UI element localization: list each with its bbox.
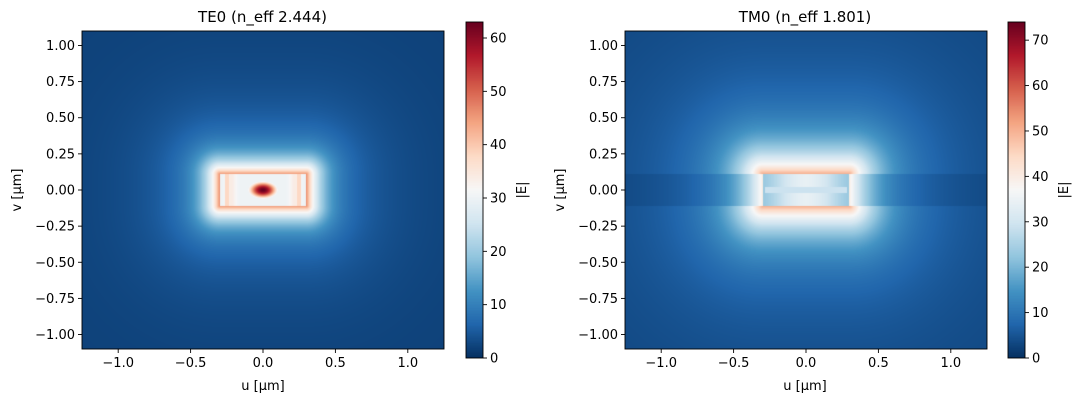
colorbar-tick-label: 0: [490, 352, 498, 367]
colorbar-canvas: [1008, 22, 1025, 358]
colorbar-tick-label: 0: [1032, 352, 1040, 367]
y-tick-label: −0.25: [35, 220, 75, 235]
x-tick-label: −0.5: [175, 356, 207, 371]
colorbar-tick-label: 30: [490, 192, 507, 207]
x-tick-label: −1.0: [102, 356, 134, 371]
colorbar-tick-label: 10: [490, 298, 507, 313]
colorbar-ticks: 0 10 20 30 40 50 60: [483, 32, 507, 367]
colorbar-tick-label: 70: [1032, 34, 1049, 49]
y-tick-label: 0.50: [589, 111, 618, 126]
y-axis-ticks: 1.00 0.75 0.50 0.25 0.00 −0.25 −0.50 −0.75 −1.00: [35, 39, 82, 343]
y-axis-label: v [µm]: [553, 169, 568, 212]
x-tick-label: 1.0: [940, 356, 961, 371]
colorbar-area: [1008, 22, 1025, 358]
panel-title: TE0 (n_eff 2.444): [197, 8, 327, 27]
y-tick-label: 0.75: [589, 75, 618, 90]
y-tick-label: 0.25: [46, 147, 75, 162]
colorbar-tick-label: 40: [1032, 170, 1049, 185]
colorbar-tick-label: 50: [490, 85, 507, 100]
colorbar-tick-label: 60: [1032, 79, 1049, 94]
colorbar-tick-label: 20: [1032, 261, 1049, 276]
colorbar-label: |E|: [515, 182, 530, 199]
x-tick-label: −1.0: [645, 356, 677, 371]
colorbar-area: [466, 22, 483, 358]
colorbar-tick-label: 40: [490, 138, 507, 153]
y-tick-label: −0.75: [578, 292, 618, 307]
y-tick-label: −1.00: [35, 328, 75, 343]
y-tick-label: −0.25: [578, 220, 618, 235]
heatmap-area: [82, 31, 444, 349]
colorbar-tick-label: 60: [490, 32, 507, 47]
y-tick-label: 0.50: [46, 111, 75, 126]
colorbar-frame: [1007, 21, 1026, 359]
y-tick-label: 0.25: [589, 147, 618, 162]
heatmap-canvas: [82, 31, 444, 349]
x-tick-label: 0.5: [868, 356, 889, 371]
y-axis-label: v [µm]: [10, 169, 25, 212]
x-axis-label: u [µm]: [241, 379, 284, 394]
y-axis-ticks: 1.00 0.75 0.50 0.25 0.00 −0.25 −0.50 −0.75 −1.00: [578, 39, 625, 343]
x-tick-label: 0.5: [325, 356, 346, 371]
y-tick-label: −1.00: [578, 328, 618, 343]
panel-title: TM0 (n_eff 1.801): [738, 8, 871, 27]
colorbar-tick-label: 50: [1032, 124, 1049, 139]
x-tick-label: −0.5: [718, 356, 750, 371]
y-tick-label: −0.50: [35, 256, 75, 271]
y-tick-label: −0.50: [578, 256, 618, 271]
y-tick-label: 1.00: [589, 39, 618, 54]
colorbar-canvas: [466, 22, 483, 358]
heatmap-area: [625, 31, 987, 349]
colorbar-frame: [465, 21, 484, 359]
heatmap-canvas: [625, 31, 987, 349]
x-tick-label: 0.0: [796, 356, 817, 371]
colorbar-label: |E|: [1057, 182, 1072, 199]
x-axis-label: u [µm]: [783, 379, 826, 394]
panel-tm0: TM0 (n_eff 1.801) −1.0 −0.5 0.0 0.5 1.0 1.00…: [553, 8, 1072, 394]
y-tick-label: −0.75: [35, 292, 75, 307]
y-tick-label: 0.75: [46, 75, 75, 90]
x-tick-label: 1.0: [397, 356, 418, 371]
y-tick-label: 0.00: [46, 184, 75, 199]
y-tick-label: 0.00: [589, 184, 618, 199]
x-tick-label: 0.0: [253, 356, 274, 371]
colorbar-tick-label: 10: [1032, 306, 1049, 321]
y-tick-label: 1.00: [46, 39, 75, 54]
x-axis-ticks: −1.0 −0.5 0.0 0.5 1.0: [102, 349, 418, 371]
colorbar-tick-label: 20: [490, 245, 507, 260]
colorbar-tick-label: 30: [1032, 215, 1049, 230]
colorbar-ticks: 0 10 20 30 40 50 60 70: [1025, 34, 1049, 367]
panel-te0: TE0 (n_eff 2.444) −1.0 −0.5 0.0 0.5 1.0 1.00…: [10, 8, 530, 394]
x-axis-ticks: −1.0 −0.5 0.0 0.5 1.0: [645, 349, 961, 371]
